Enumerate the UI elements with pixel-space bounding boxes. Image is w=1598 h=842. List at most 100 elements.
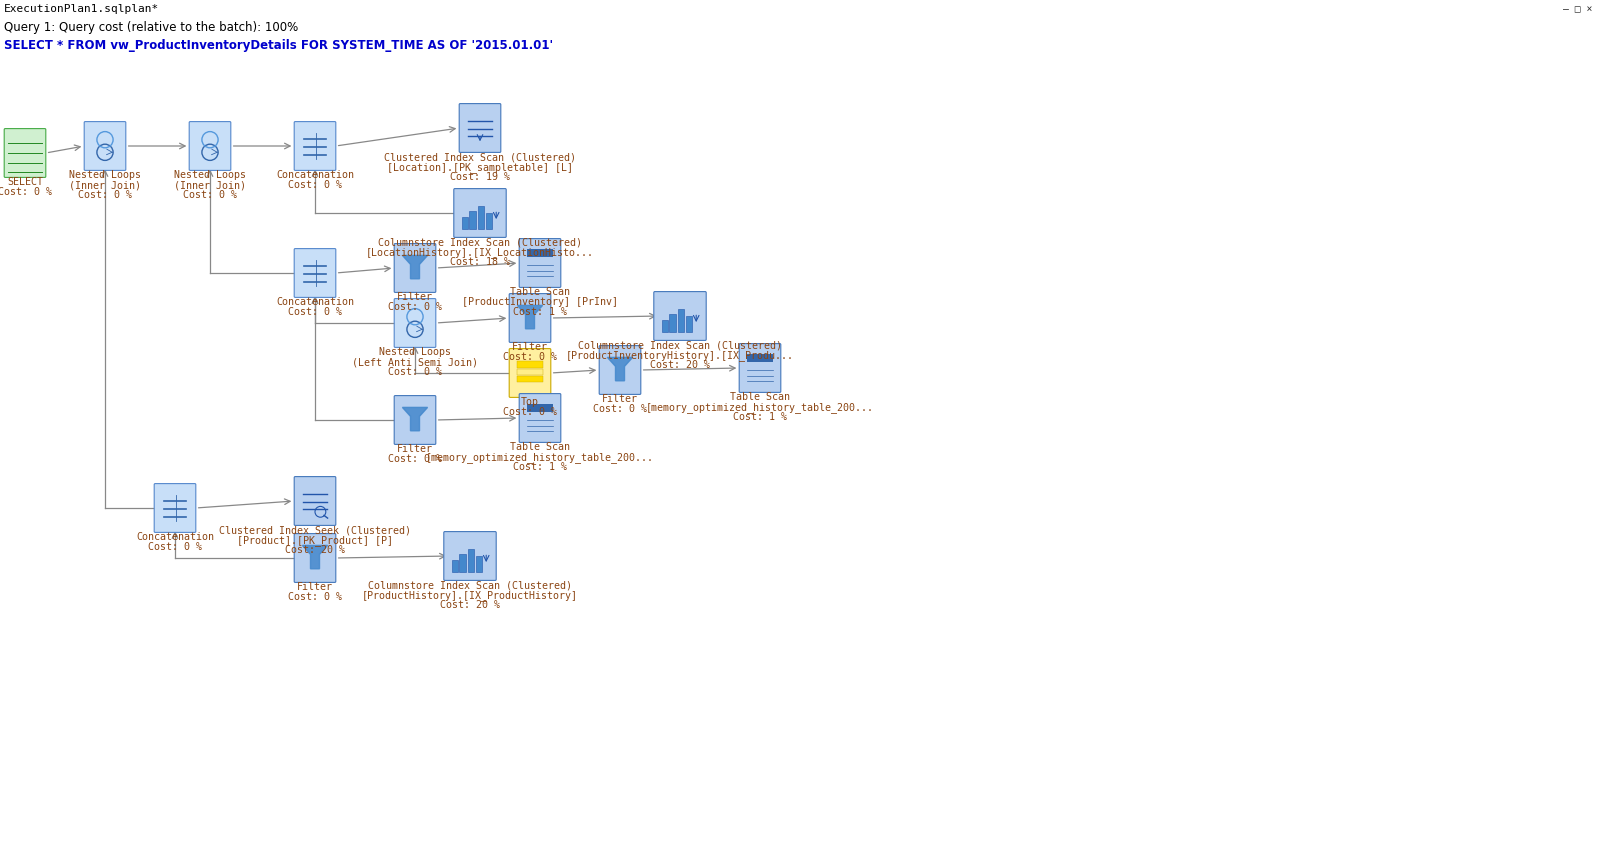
- Text: Cost: 0 %: Cost: 0 %: [0, 187, 53, 197]
- FancyBboxPatch shape: [519, 393, 561, 442]
- FancyBboxPatch shape: [459, 104, 500, 152]
- Text: Cost: 1 %: Cost: 1 %: [513, 307, 567, 317]
- Text: Cost: 1 %: Cost: 1 %: [513, 462, 567, 472]
- Text: Cost: 0 %: Cost: 0 %: [288, 180, 342, 190]
- Text: Nested Loops: Nested Loops: [174, 170, 246, 180]
- FancyBboxPatch shape: [294, 248, 336, 297]
- Bar: [678, 309, 684, 333]
- FancyBboxPatch shape: [444, 531, 497, 580]
- FancyBboxPatch shape: [294, 477, 336, 525]
- Text: Nested Loops: Nested Loops: [69, 170, 141, 180]
- Text: Filter: Filter: [602, 394, 638, 404]
- Text: Cost: 0 %: Cost: 0 %: [388, 455, 443, 464]
- Text: [ProductHistory].[IX_ProductHistory]: [ProductHistory].[IX_ProductHistory]: [363, 590, 578, 601]
- Bar: [670, 314, 676, 333]
- Text: Filter: Filter: [396, 445, 433, 455]
- Polygon shape: [607, 357, 633, 381]
- Text: – □ ×: – □ ×: [1563, 4, 1592, 14]
- Text: [ProductInventory] [PrInv]: [ProductInventory] [PrInv]: [462, 297, 618, 307]
- Bar: [486, 213, 492, 229]
- Text: [memory_optimized_history_table_200...: [memory_optimized_history_table_200...: [427, 452, 654, 463]
- Bar: [686, 316, 692, 333]
- FancyBboxPatch shape: [294, 534, 336, 583]
- Text: Nested Loops: Nested Loops: [379, 347, 451, 357]
- Text: Filter: Filter: [396, 292, 433, 302]
- FancyBboxPatch shape: [5, 129, 46, 178]
- Text: Filter: Filter: [297, 583, 332, 592]
- Text: Cost: 0 %: Cost: 0 %: [78, 190, 133, 200]
- Bar: [662, 320, 668, 333]
- Text: (Inner Join): (Inner Join): [69, 180, 141, 190]
- Bar: [527, 248, 553, 257]
- Text: Columnstore Index Scan (Clustered): Columnstore Index Scan (Clustered): [379, 237, 582, 248]
- Bar: [518, 376, 543, 382]
- Text: Cost: 20 %: Cost: 20 %: [439, 600, 500, 610]
- Bar: [468, 549, 475, 573]
- FancyBboxPatch shape: [510, 349, 551, 397]
- Text: SELECT * FROM vw_ProductInventoryDetails FOR SYSTEM_TIME AS OF '2015.01.01': SELECT * FROM vw_ProductInventoryDetails…: [5, 40, 553, 52]
- FancyBboxPatch shape: [153, 483, 197, 532]
- Polygon shape: [302, 546, 328, 569]
- Text: Cost: 0 %: Cost: 0 %: [288, 592, 342, 602]
- Bar: [462, 216, 468, 229]
- FancyBboxPatch shape: [454, 189, 507, 237]
- FancyBboxPatch shape: [189, 121, 230, 170]
- Text: (Left Anti Semi Join): (Left Anti Semi Join): [352, 357, 478, 367]
- Text: Cost: 19 %: Cost: 19 %: [451, 173, 510, 183]
- Polygon shape: [403, 408, 428, 431]
- Text: Cost: 0 %: Cost: 0 %: [503, 408, 558, 418]
- Text: Cost: 0 %: Cost: 0 %: [593, 404, 647, 414]
- Text: Table Scan: Table Scan: [510, 442, 570, 452]
- Bar: [527, 403, 553, 412]
- Bar: [748, 354, 772, 362]
- Text: Cost: 0 %: Cost: 0 %: [288, 307, 342, 317]
- Text: Table Scan: Table Scan: [730, 392, 789, 402]
- Text: Concatenation: Concatenation: [276, 170, 355, 180]
- Text: (Inner Join): (Inner Join): [174, 180, 246, 190]
- Polygon shape: [518, 306, 543, 328]
- Text: Table Scan: Table Scan: [510, 287, 570, 297]
- Bar: [478, 205, 484, 229]
- Text: Cost: 0 %: Cost: 0 %: [149, 542, 201, 552]
- Text: Columnstore Index Scan (Clustered): Columnstore Index Scan (Clustered): [578, 340, 781, 350]
- Bar: [518, 361, 543, 368]
- Text: Filter: Filter: [511, 343, 548, 352]
- FancyBboxPatch shape: [85, 121, 126, 170]
- Text: [Location].[PK_sampletable] [L]: [Location].[PK_sampletable] [L]: [387, 163, 574, 173]
- Bar: [476, 556, 483, 573]
- FancyBboxPatch shape: [510, 294, 551, 343]
- Text: Concatenation: Concatenation: [136, 532, 214, 542]
- FancyBboxPatch shape: [395, 299, 436, 348]
- Text: Clustered Index Scan (Clustered): Clustered Index Scan (Clustered): [384, 152, 575, 163]
- FancyBboxPatch shape: [654, 291, 706, 340]
- Bar: [470, 211, 476, 229]
- FancyBboxPatch shape: [740, 344, 781, 392]
- Text: Clustered Index Seek (Clustered): Clustered Index Seek (Clustered): [219, 525, 411, 536]
- Text: Cost: 1 %: Cost: 1 %: [733, 413, 786, 423]
- Text: Cost: 0 %: Cost: 0 %: [388, 367, 443, 377]
- Text: Cost: 0 %: Cost: 0 %: [503, 352, 558, 362]
- Text: [memory_optimized_history_table_200...: [memory_optimized_history_table_200...: [646, 402, 874, 413]
- FancyBboxPatch shape: [519, 238, 561, 287]
- Text: Cost: 18 %: Cost: 18 %: [451, 258, 510, 267]
- Text: SELECT: SELECT: [6, 178, 43, 187]
- FancyBboxPatch shape: [395, 243, 436, 292]
- FancyBboxPatch shape: [599, 345, 641, 394]
- Text: Concatenation: Concatenation: [276, 297, 355, 307]
- Bar: [452, 560, 459, 573]
- Text: Cost: 0 %: Cost: 0 %: [184, 190, 237, 200]
- FancyBboxPatch shape: [395, 396, 436, 445]
- Text: [ProductInventoryHistory].[IX_Produ...: [ProductInventoryHistory].[IX_Produ...: [566, 350, 794, 361]
- Text: Columnstore Index Scan (Clustered): Columnstore Index Scan (Clustered): [368, 580, 572, 590]
- FancyBboxPatch shape: [294, 121, 336, 170]
- Polygon shape: [403, 255, 428, 279]
- Bar: [459, 554, 465, 573]
- Text: [LocationHistory].[IX_LocationHisto...: [LocationHistory].[IX_LocationHisto...: [366, 248, 594, 258]
- Text: [Product].[PK_Product] [P]: [Product].[PK_Product] [P]: [237, 536, 393, 546]
- Bar: [518, 369, 543, 375]
- Text: Cost: 0 %: Cost: 0 %: [388, 302, 443, 312]
- Text: Cost: 20 %: Cost: 20 %: [284, 546, 345, 556]
- Text: Query 1: Query cost (relative to the batch): 100%: Query 1: Query cost (relative to the bat…: [5, 22, 299, 35]
- Text: Top: Top: [521, 397, 539, 408]
- Text: ExecutionPlan1.sqlplan*: ExecutionPlan1.sqlplan*: [5, 4, 160, 14]
